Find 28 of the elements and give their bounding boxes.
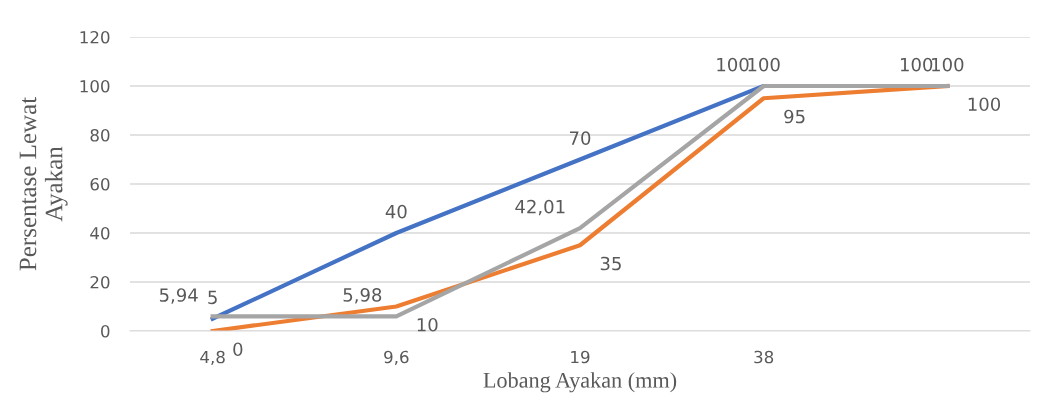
- data-label: 100: [900, 57, 933, 72]
- data-label: 40: [385, 204, 407, 219]
- data-label: 70: [569, 131, 591, 145]
- x-tick-label: 19: [571, 350, 590, 364]
- y-tick-label: 20: [90, 275, 110, 289]
- data-label: 0: [233, 342, 243, 357]
- data-label: 42,01: [515, 199, 565, 216]
- y-tick-label: 100: [80, 79, 110, 93]
- data-label: 35: [600, 256, 621, 271]
- y-tick-label: 40: [90, 226, 110, 240]
- data-label: 5,98: [343, 288, 382, 304]
- y-tick-label: 0: [101, 324, 110, 338]
- data-label: 5,94: [159, 288, 198, 304]
- y-tick-label: 60: [90, 177, 110, 191]
- data-label: 100: [748, 57, 780, 72]
- data-label: 100: [932, 57, 964, 72]
- data-label: 95: [784, 109, 805, 124]
- data-label: 5: [208, 290, 217, 305]
- data-label: 10: [417, 317, 438, 332]
- x-tick-label: 38: [754, 350, 774, 364]
- x-tick-label: 9,6: [384, 350, 409, 366]
- y-tick-label: 120: [80, 30, 110, 44]
- data-label: 100: [968, 97, 1001, 112]
- x-tick-label: 4,8: [200, 350, 225, 366]
- data-label: 100: [717, 57, 749, 72]
- y-tick-label: 80: [90, 128, 110, 142]
- x-axis-title: Lobang Ayakan (mm): [483, 372, 677, 393]
- y-axis-title: Persentase Lewat Ayakan: [19, 97, 68, 271]
